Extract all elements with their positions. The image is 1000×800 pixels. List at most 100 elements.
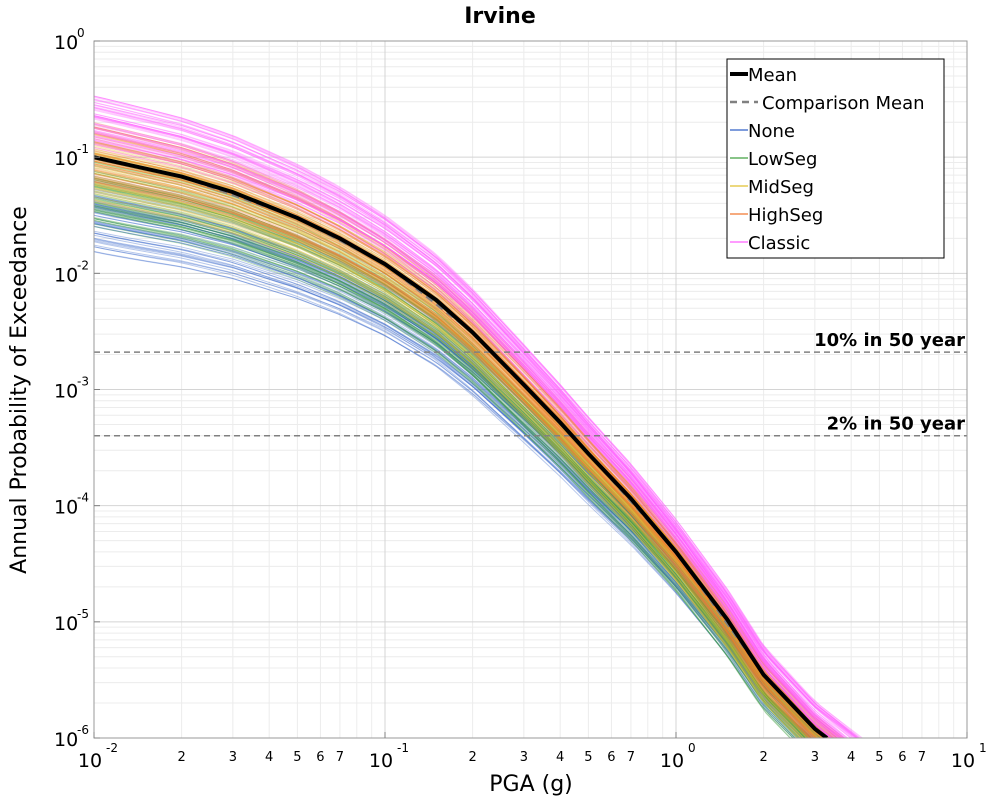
series-curve <box>94 188 833 738</box>
series-curve <box>94 202 828 738</box>
series-curve <box>94 143 856 738</box>
series-curve <box>94 132 832 738</box>
series-curve <box>94 173 810 738</box>
y-tick-exponent: -1 <box>77 142 89 156</box>
series-curve <box>94 250 811 738</box>
series-curve <box>94 146 830 738</box>
series-curve <box>94 207 796 738</box>
series-curve <box>94 104 836 738</box>
legend: Mean Comparison Mean None LowSeg MidSeg HighS… <box>726 58 945 259</box>
series-curve <box>94 176 814 738</box>
series-curve <box>94 184 808 738</box>
series-curve <box>94 116 833 738</box>
series-curve <box>94 223 831 738</box>
series-curve <box>94 128 842 738</box>
x-minor-tick-label: 2 <box>759 750 767 765</box>
series-curve <box>94 214 827 738</box>
series-curve <box>94 186 801 738</box>
mean-curves <box>94 155 829 738</box>
x-tick-exponent: 1 <box>979 741 987 755</box>
series-curve <box>94 230 826 738</box>
series-curve <box>94 106 841 738</box>
series-curve <box>94 147 842 738</box>
series-curve <box>94 130 857 738</box>
series-curve <box>94 141 832 738</box>
series-curve <box>94 211 809 738</box>
series-curve <box>94 122 827 738</box>
x-minor-tick-label: 5 <box>875 750 883 765</box>
series-curve <box>94 115 855 738</box>
series-curve <box>94 127 846 738</box>
series-curve <box>94 190 825 738</box>
series-curve <box>94 108 847 738</box>
series-curve <box>94 196 809 738</box>
y-tick-label: 10 <box>54 32 78 54</box>
series-curve <box>94 126 834 738</box>
series-curve <box>94 127 828 738</box>
series-curve <box>94 190 802 738</box>
series-curve <box>94 206 812 738</box>
y-tick-label: 10 <box>54 148 78 170</box>
series-curve <box>94 195 803 738</box>
series-curve <box>94 178 799 738</box>
series-curve <box>94 95 849 738</box>
series-curve <box>94 136 843 738</box>
reference-line-label: 10% in 50 year <box>814 330 965 351</box>
series-curve <box>94 239 813 738</box>
series-curve <box>94 98 842 738</box>
series-curve <box>94 223 810 738</box>
x-minor-tick-label: 2 <box>177 750 185 765</box>
series-curve <box>94 234 797 738</box>
series-curve <box>94 170 807 738</box>
series-curve <box>94 232 803 738</box>
legend-label: Classic <box>748 233 810 254</box>
series-classic-curves <box>94 95 864 738</box>
series-curve <box>94 188 831 738</box>
series-curve <box>94 193 800 738</box>
series-curve <box>94 115 832 738</box>
series-curve <box>94 219 824 738</box>
y-tick-label: 10 <box>54 613 78 635</box>
series-curve <box>94 102 833 738</box>
y-tick-label: 10 <box>54 497 78 519</box>
series-curve <box>94 158 798 738</box>
y-axis-label: Annual Probability of Exceedance <box>7 206 32 574</box>
legend-item: HighSeg <box>730 205 823 226</box>
series-curve <box>94 126 845 738</box>
series-curve <box>94 208 819 738</box>
legend-item: None <box>730 121 795 142</box>
y-tick-exponent: -4 <box>77 491 89 505</box>
x-minor-tick-label: 3 <box>520 750 528 765</box>
series-curve <box>94 209 822 738</box>
series-curve <box>94 161 808 738</box>
series-curve <box>94 251 814 738</box>
series-curve <box>94 211 798 738</box>
series-curve <box>94 181 812 738</box>
series-curve <box>94 113 847 738</box>
series-curve <box>94 172 818 738</box>
series-curve <box>94 135 859 738</box>
legend-item: Classic <box>730 233 810 254</box>
series-curve <box>94 135 844 738</box>
series-curve <box>94 124 829 738</box>
x-minor-tick-label: 4 <box>265 750 273 765</box>
series-curve <box>94 144 845 738</box>
series-curve <box>94 194 806 738</box>
series-curve <box>94 115 840 738</box>
series-curve <box>94 237 822 738</box>
series-curve <box>94 244 809 738</box>
x-minor-tick-label: 6 <box>607 750 615 765</box>
series-curve <box>94 184 808 738</box>
series-curve <box>94 138 830 738</box>
series-curve <box>94 226 812 738</box>
series-curve <box>94 137 849 738</box>
y-tick-exponent: 0 <box>77 26 85 40</box>
series-curve <box>94 166 804 738</box>
y-tick-exponent: -3 <box>77 375 89 389</box>
legend-label: MidSeg <box>748 177 814 198</box>
series-curve <box>94 205 829 738</box>
x-minor-tick-label: 4 <box>556 750 564 765</box>
x-tick-label: 10 <box>660 750 684 772</box>
reference-lines: 10% in 50 year 2% in 50 year <box>94 330 967 437</box>
